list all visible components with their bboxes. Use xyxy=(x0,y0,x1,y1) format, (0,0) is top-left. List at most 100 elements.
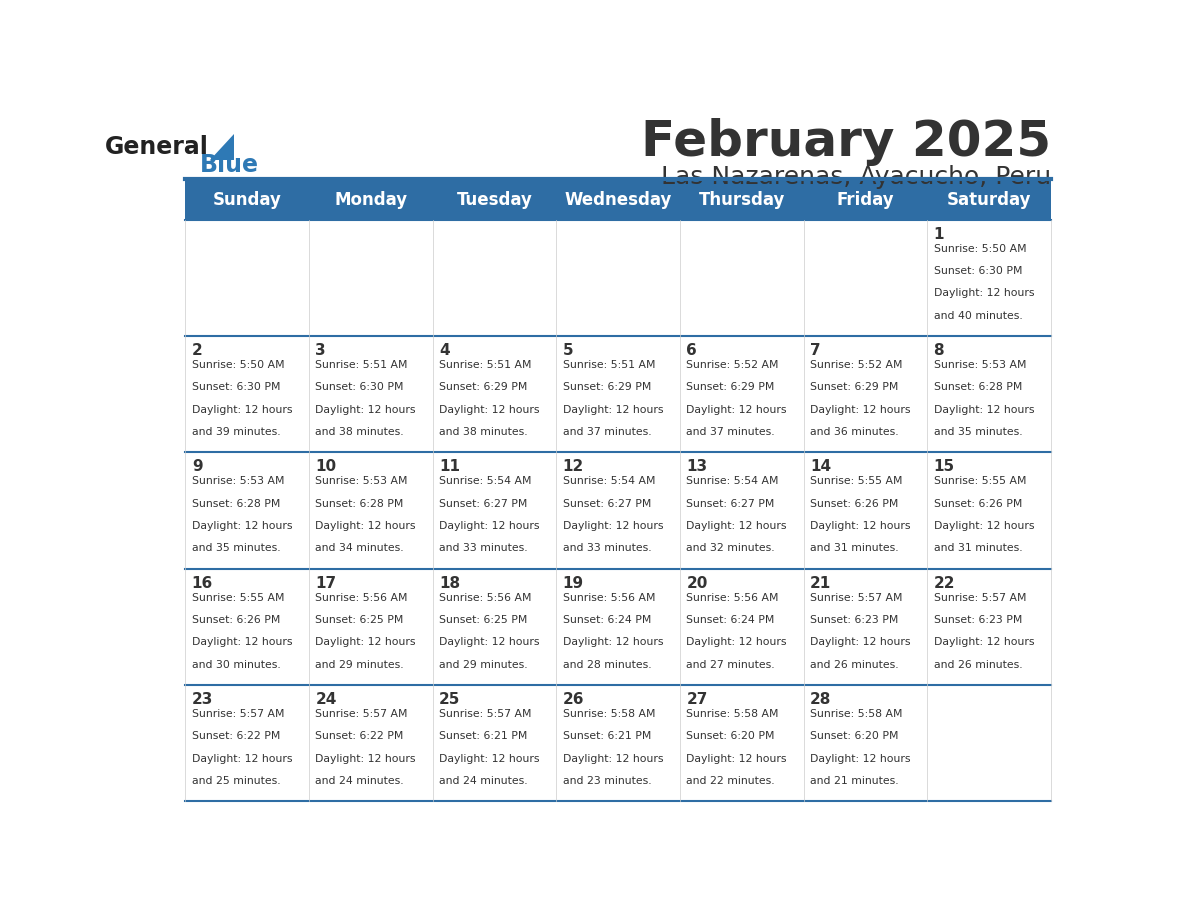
Text: Sunrise: 5:57 AM: Sunrise: 5:57 AM xyxy=(191,709,284,719)
Text: 12: 12 xyxy=(563,460,584,475)
Text: 22: 22 xyxy=(934,576,955,591)
Text: 1: 1 xyxy=(934,227,944,241)
Text: Sunrise: 5:56 AM: Sunrise: 5:56 AM xyxy=(563,593,656,603)
Text: Daylight: 12 hours: Daylight: 12 hours xyxy=(810,637,910,647)
Text: Daylight: 12 hours: Daylight: 12 hours xyxy=(191,754,292,764)
Bar xyxy=(432,569,556,685)
Bar xyxy=(556,219,680,336)
Bar xyxy=(185,569,309,685)
Text: Daylight: 12 hours: Daylight: 12 hours xyxy=(934,521,1034,532)
Text: 20: 20 xyxy=(687,576,708,591)
Text: 2: 2 xyxy=(191,343,202,358)
Text: 6: 6 xyxy=(687,343,697,358)
Text: Sunset: 6:24 PM: Sunset: 6:24 PM xyxy=(687,615,775,625)
Text: 28: 28 xyxy=(810,692,832,707)
Text: Sunrise: 5:53 AM: Sunrise: 5:53 AM xyxy=(934,360,1026,370)
Text: February 2025: February 2025 xyxy=(640,118,1051,166)
Text: Daylight: 12 hours: Daylight: 12 hours xyxy=(687,754,786,764)
Text: Sunrise: 5:54 AM: Sunrise: 5:54 AM xyxy=(687,476,779,487)
Text: Sunrise: 5:52 AM: Sunrise: 5:52 AM xyxy=(687,360,779,370)
Text: and 35 minutes.: and 35 minutes. xyxy=(191,543,280,554)
Bar xyxy=(432,336,556,453)
Text: Daylight: 12 hours: Daylight: 12 hours xyxy=(810,405,910,415)
Text: Daylight: 12 hours: Daylight: 12 hours xyxy=(315,405,416,415)
Text: Sunset: 6:23 PM: Sunset: 6:23 PM xyxy=(934,615,1022,625)
Text: and 26 minutes.: and 26 minutes. xyxy=(810,660,898,670)
Bar xyxy=(556,453,680,569)
Bar xyxy=(680,569,803,685)
Text: Daylight: 12 hours: Daylight: 12 hours xyxy=(440,754,539,764)
Text: Thursday: Thursday xyxy=(699,191,785,209)
Text: and 28 minutes.: and 28 minutes. xyxy=(563,660,651,670)
Text: 18: 18 xyxy=(440,576,460,591)
Text: Sunset: 6:25 PM: Sunset: 6:25 PM xyxy=(440,615,527,625)
Text: Tuesday: Tuesday xyxy=(456,191,532,209)
Bar xyxy=(803,219,927,336)
Bar xyxy=(432,685,556,801)
Text: and 38 minutes.: and 38 minutes. xyxy=(440,427,527,437)
Text: Sunset: 6:29 PM: Sunset: 6:29 PM xyxy=(687,383,775,392)
Text: 16: 16 xyxy=(191,576,213,591)
Text: Daylight: 12 hours: Daylight: 12 hours xyxy=(687,637,786,647)
Bar xyxy=(803,685,927,801)
Text: Monday: Monday xyxy=(334,191,407,209)
Text: Daylight: 12 hours: Daylight: 12 hours xyxy=(563,637,663,647)
Text: Sunrise: 5:57 AM: Sunrise: 5:57 AM xyxy=(315,709,407,719)
Bar xyxy=(309,219,432,336)
Text: Sunrise: 5:51 AM: Sunrise: 5:51 AM xyxy=(563,360,656,370)
Text: Sunrise: 5:58 AM: Sunrise: 5:58 AM xyxy=(563,709,656,719)
Bar xyxy=(680,336,803,453)
Bar xyxy=(803,453,927,569)
Text: Sunrise: 5:56 AM: Sunrise: 5:56 AM xyxy=(687,593,779,603)
Bar xyxy=(309,685,432,801)
Bar xyxy=(680,453,803,569)
Bar xyxy=(185,336,309,453)
Text: and 33 minutes.: and 33 minutes. xyxy=(563,543,651,554)
Text: Sunrise: 5:54 AM: Sunrise: 5:54 AM xyxy=(440,476,531,487)
Text: Sunset: 6:25 PM: Sunset: 6:25 PM xyxy=(315,615,404,625)
Text: Friday: Friday xyxy=(836,191,895,209)
Text: and 40 minutes.: and 40 minutes. xyxy=(934,310,1023,320)
Text: 8: 8 xyxy=(934,343,944,358)
Text: Sunset: 6:26 PM: Sunset: 6:26 PM xyxy=(934,498,1022,509)
Text: Sunset: 6:23 PM: Sunset: 6:23 PM xyxy=(810,615,898,625)
Text: Sunrise: 5:55 AM: Sunrise: 5:55 AM xyxy=(810,476,903,487)
Text: Sunset: 6:27 PM: Sunset: 6:27 PM xyxy=(563,498,651,509)
Text: 14: 14 xyxy=(810,460,832,475)
Text: and 27 minutes.: and 27 minutes. xyxy=(687,660,775,670)
Text: and 39 minutes.: and 39 minutes. xyxy=(191,427,280,437)
Text: and 22 minutes.: and 22 minutes. xyxy=(687,776,775,786)
Bar xyxy=(927,336,1051,453)
Text: and 29 minutes.: and 29 minutes. xyxy=(315,660,404,670)
Text: Sunset: 6:20 PM: Sunset: 6:20 PM xyxy=(810,732,898,742)
Text: 4: 4 xyxy=(440,343,450,358)
Text: Sunrise: 5:58 AM: Sunrise: 5:58 AM xyxy=(687,709,779,719)
Text: Sunset: 6:27 PM: Sunset: 6:27 PM xyxy=(687,498,775,509)
Bar xyxy=(803,336,927,453)
Text: Daylight: 12 hours: Daylight: 12 hours xyxy=(315,754,416,764)
Text: Sunrise: 5:55 AM: Sunrise: 5:55 AM xyxy=(191,593,284,603)
Text: 26: 26 xyxy=(563,692,584,707)
Text: 7: 7 xyxy=(810,343,821,358)
Text: Sunset: 6:28 PM: Sunset: 6:28 PM xyxy=(315,498,404,509)
Text: Daylight: 12 hours: Daylight: 12 hours xyxy=(687,405,786,415)
Text: Daylight: 12 hours: Daylight: 12 hours xyxy=(810,521,910,532)
Text: Sunrise: 5:57 AM: Sunrise: 5:57 AM xyxy=(440,709,531,719)
Text: Daylight: 12 hours: Daylight: 12 hours xyxy=(315,521,416,532)
Text: and 24 minutes.: and 24 minutes. xyxy=(315,776,404,786)
Text: 24: 24 xyxy=(315,692,336,707)
Text: and 34 minutes.: and 34 minutes. xyxy=(315,543,404,554)
Bar xyxy=(927,453,1051,569)
Bar xyxy=(185,453,309,569)
Bar xyxy=(309,569,432,685)
Text: and 33 minutes.: and 33 minutes. xyxy=(440,543,527,554)
Text: Sunset: 6:27 PM: Sunset: 6:27 PM xyxy=(440,498,527,509)
Bar xyxy=(927,569,1051,685)
Text: Sunrise: 5:57 AM: Sunrise: 5:57 AM xyxy=(934,593,1026,603)
Text: and 29 minutes.: and 29 minutes. xyxy=(440,660,527,670)
Text: 17: 17 xyxy=(315,576,336,591)
Text: Sunrise: 5:50 AM: Sunrise: 5:50 AM xyxy=(934,244,1026,253)
Bar xyxy=(680,219,803,336)
Bar xyxy=(927,219,1051,336)
Bar xyxy=(309,453,432,569)
